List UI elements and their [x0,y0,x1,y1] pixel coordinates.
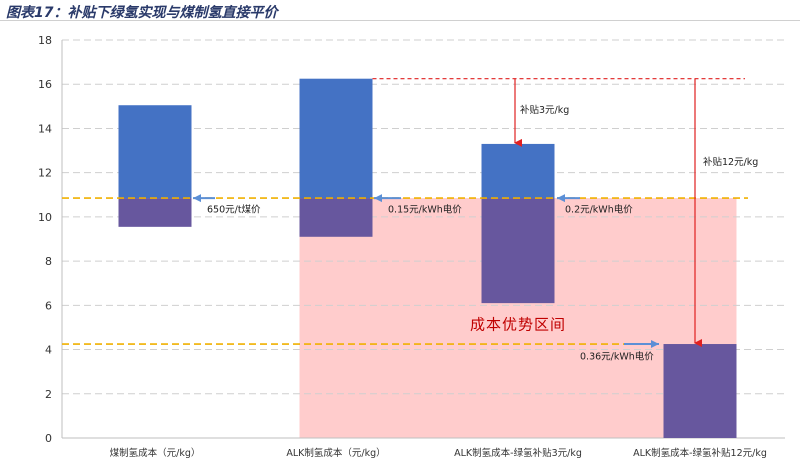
elec-015-label: 0.15元/kWh电价 [388,203,462,215]
x-category-label: ALK制氢成本-绿氢补贴12元/kg [633,447,767,459]
coal-price-arrow-head [193,194,201,203]
bar-3-lower [481,198,555,304]
y-tick-label: 2 [45,388,52,401]
elec-015-arrow-head [374,194,382,203]
cost-advantage-label: 成本优势区间 [470,316,566,334]
x-category-label: ALK制氢成本（元/kg） [286,447,385,459]
y-tick-label: 18 [38,34,52,47]
y-tick-label: 6 [45,299,52,312]
subsidy-12-label: 补贴12元/kg [703,156,758,168]
y-tick-label: 0 [45,432,52,445]
figure-title: 图表17：补贴下绿氢实现与煤制氢直接平价 [6,5,278,21]
bar-1-lower [118,198,192,227]
bar-4-lower [663,344,737,438]
elec-02-label: 0.2元/kWh电价 [565,203,633,215]
y-tick-label: 14 [38,122,52,135]
subsidy-3-label: 补贴3元/kg [520,104,569,116]
bar-3-upper [481,143,555,199]
x-category-label: ALK制氢成本-绿氢补贴3元/kg [454,447,582,459]
elec-02-arrow-head [557,194,565,203]
title-divider [0,20,800,21]
bar-2-upper [299,78,373,199]
y-tick-label: 10 [38,211,52,224]
y-tick-label: 12 [38,167,52,180]
y-tick-label: 8 [45,255,52,268]
y-tick-label: 16 [38,78,52,91]
elec-036-arrow-head [651,340,659,349]
bar-2-lower [299,198,373,237]
bar-1-upper [118,105,192,199]
y-tick-label: 4 [45,344,52,357]
coal-price-label: 650元/t煤价 [207,203,261,215]
x-category-label: 煤制氢成本（元/kg） [110,447,201,459]
elec-036-label: 0.36元/kWh电价 [580,351,654,363]
